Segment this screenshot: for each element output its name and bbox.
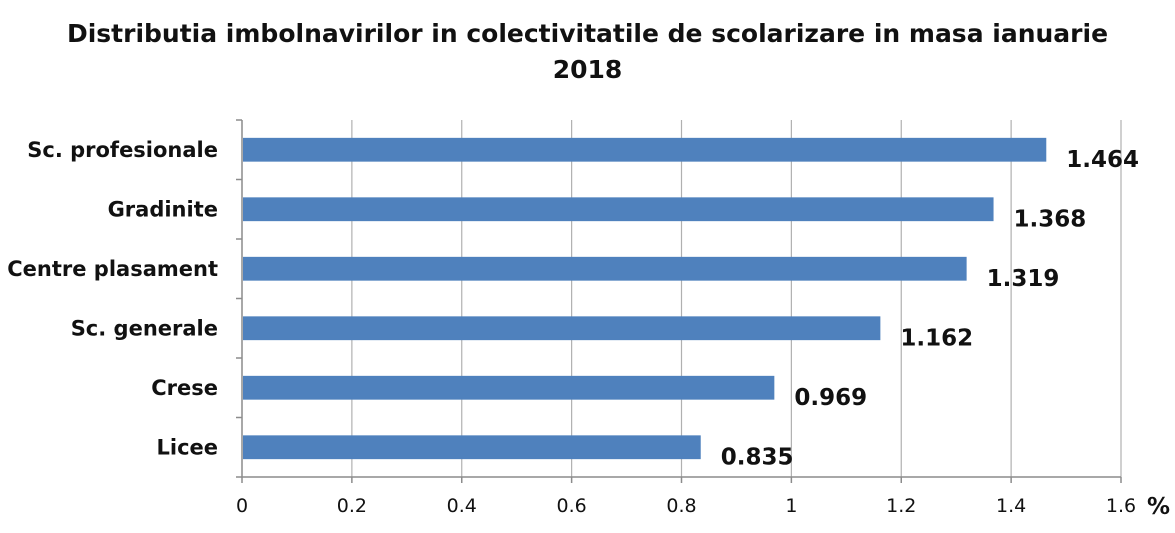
x-tick-label-1: 0.2	[337, 495, 367, 517]
category-label-1: Gradinite	[108, 197, 218, 221]
x-tick-label-6: 1.2	[886, 495, 916, 517]
value-label-4: 0.969	[794, 385, 867, 411]
category-label-0: Sc. profesionale	[27, 138, 218, 162]
x-tick-label-4: 0.8	[666, 495, 696, 517]
x-tick-label-8: 1.6	[1106, 495, 1136, 517]
chart-title-line-2: 2018	[552, 55, 623, 84]
category-label-3: Sc. generale	[71, 316, 218, 340]
bar-0	[243, 137, 1047, 162]
bars	[243, 137, 1047, 460]
x-tick-label-2: 0.4	[447, 495, 477, 517]
x-tick-label-7: 1.4	[996, 495, 1026, 517]
x-tick-label-5: 1	[785, 495, 797, 517]
x-axis-unit-label: %	[1147, 494, 1170, 520]
x-tick-label-0: 0	[236, 495, 248, 517]
labels: Sc. profesionale 1.464 Gradinite 1.368 Centr…	[7, 138, 1170, 520]
bar-2	[243, 256, 967, 281]
axes	[236, 119, 1122, 483]
value-label-2: 1.319	[987, 266, 1060, 292]
value-label-5: 0.835	[721, 444, 794, 470]
bar-5	[243, 435, 701, 460]
chart-title: Distributia imbolnavirilor in colectivit…	[0, 16, 1175, 88]
value-label-0: 1.464	[1066, 147, 1139, 173]
bar-4	[243, 375, 775, 400]
bar-3	[243, 316, 881, 341]
gridlines	[351, 120, 1122, 477]
category-label-5: Licee	[156, 435, 218, 459]
x-tick-label-3: 0.6	[557, 495, 587, 517]
category-label-2: Centre plasament	[7, 257, 218, 281]
chart-title-line-1: Distributia imbolnavirilor in colectivit…	[66, 19, 1109, 48]
value-label-3: 1.162	[900, 325, 973, 351]
value-label-1: 1.368	[1014, 206, 1087, 232]
category-label-4: Crese	[151, 376, 218, 400]
bar-1	[243, 197, 994, 222]
